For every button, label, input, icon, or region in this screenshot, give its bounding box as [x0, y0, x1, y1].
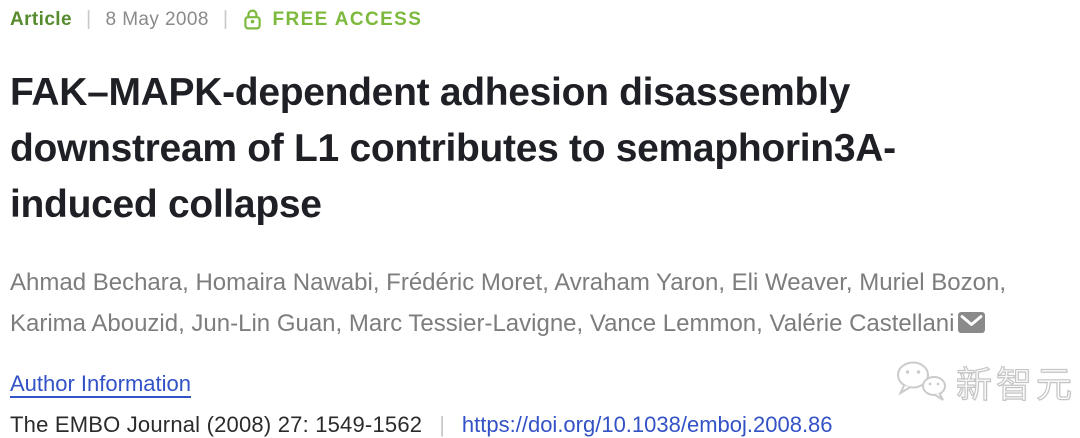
email-icon[interactable] — [958, 305, 986, 346]
author-list: Ahmad Bechara, Homaira Nawabi, Frédéric … — [10, 262, 1070, 346]
author-information-row: Author Information — [10, 371, 1070, 397]
journal-citation: The EMBO Journal (2008) 27: 1549-1562 — [10, 412, 423, 437]
citation-row: The EMBO Journal (2008) 27: 1549-1562 | … — [10, 412, 1070, 438]
article-title: FAK–MAPK-dependent adhesion disassembly … — [10, 65, 1070, 233]
separator: | — [222, 8, 229, 30]
author-list-line-text: Karima Abouzid, Jun-Lin Guan, Marc Tessi… — [10, 310, 955, 337]
separator: | — [439, 412, 445, 437]
article-title-line: induced collapse — [10, 183, 322, 226]
article-category-label: Article — [10, 8, 72, 30]
separator: | — [85, 8, 92, 30]
free-access-badge: FREE ACCESS — [242, 8, 422, 31]
author-list-line: Ahmad Bechara, Homaira Nawabi, Frédéric … — [10, 269, 1006, 296]
lock-open-icon — [242, 8, 263, 31]
article-title-line: FAK–MAPK-dependent adhesion disassembly — [10, 71, 850, 114]
article-title-line: downstream of L1 contributes to semaphor… — [10, 127, 896, 170]
author-information-link[interactable]: Author Information — [10, 371, 191, 396]
publication-date: 8 May 2008 — [105, 8, 209, 30]
doi-link[interactable]: https://doi.org/10.1038/emboj.2008.86 — [461, 412, 833, 437]
free-access-label: FREE ACCESS — [272, 8, 423, 30]
meta-row: Article | 8 May 2008 | FREE ACCESS — [10, 8, 1070, 31]
author-list-line: Karima Abouzid, Jun-Lin Guan, Marc Tessi… — [10, 303, 1070, 346]
